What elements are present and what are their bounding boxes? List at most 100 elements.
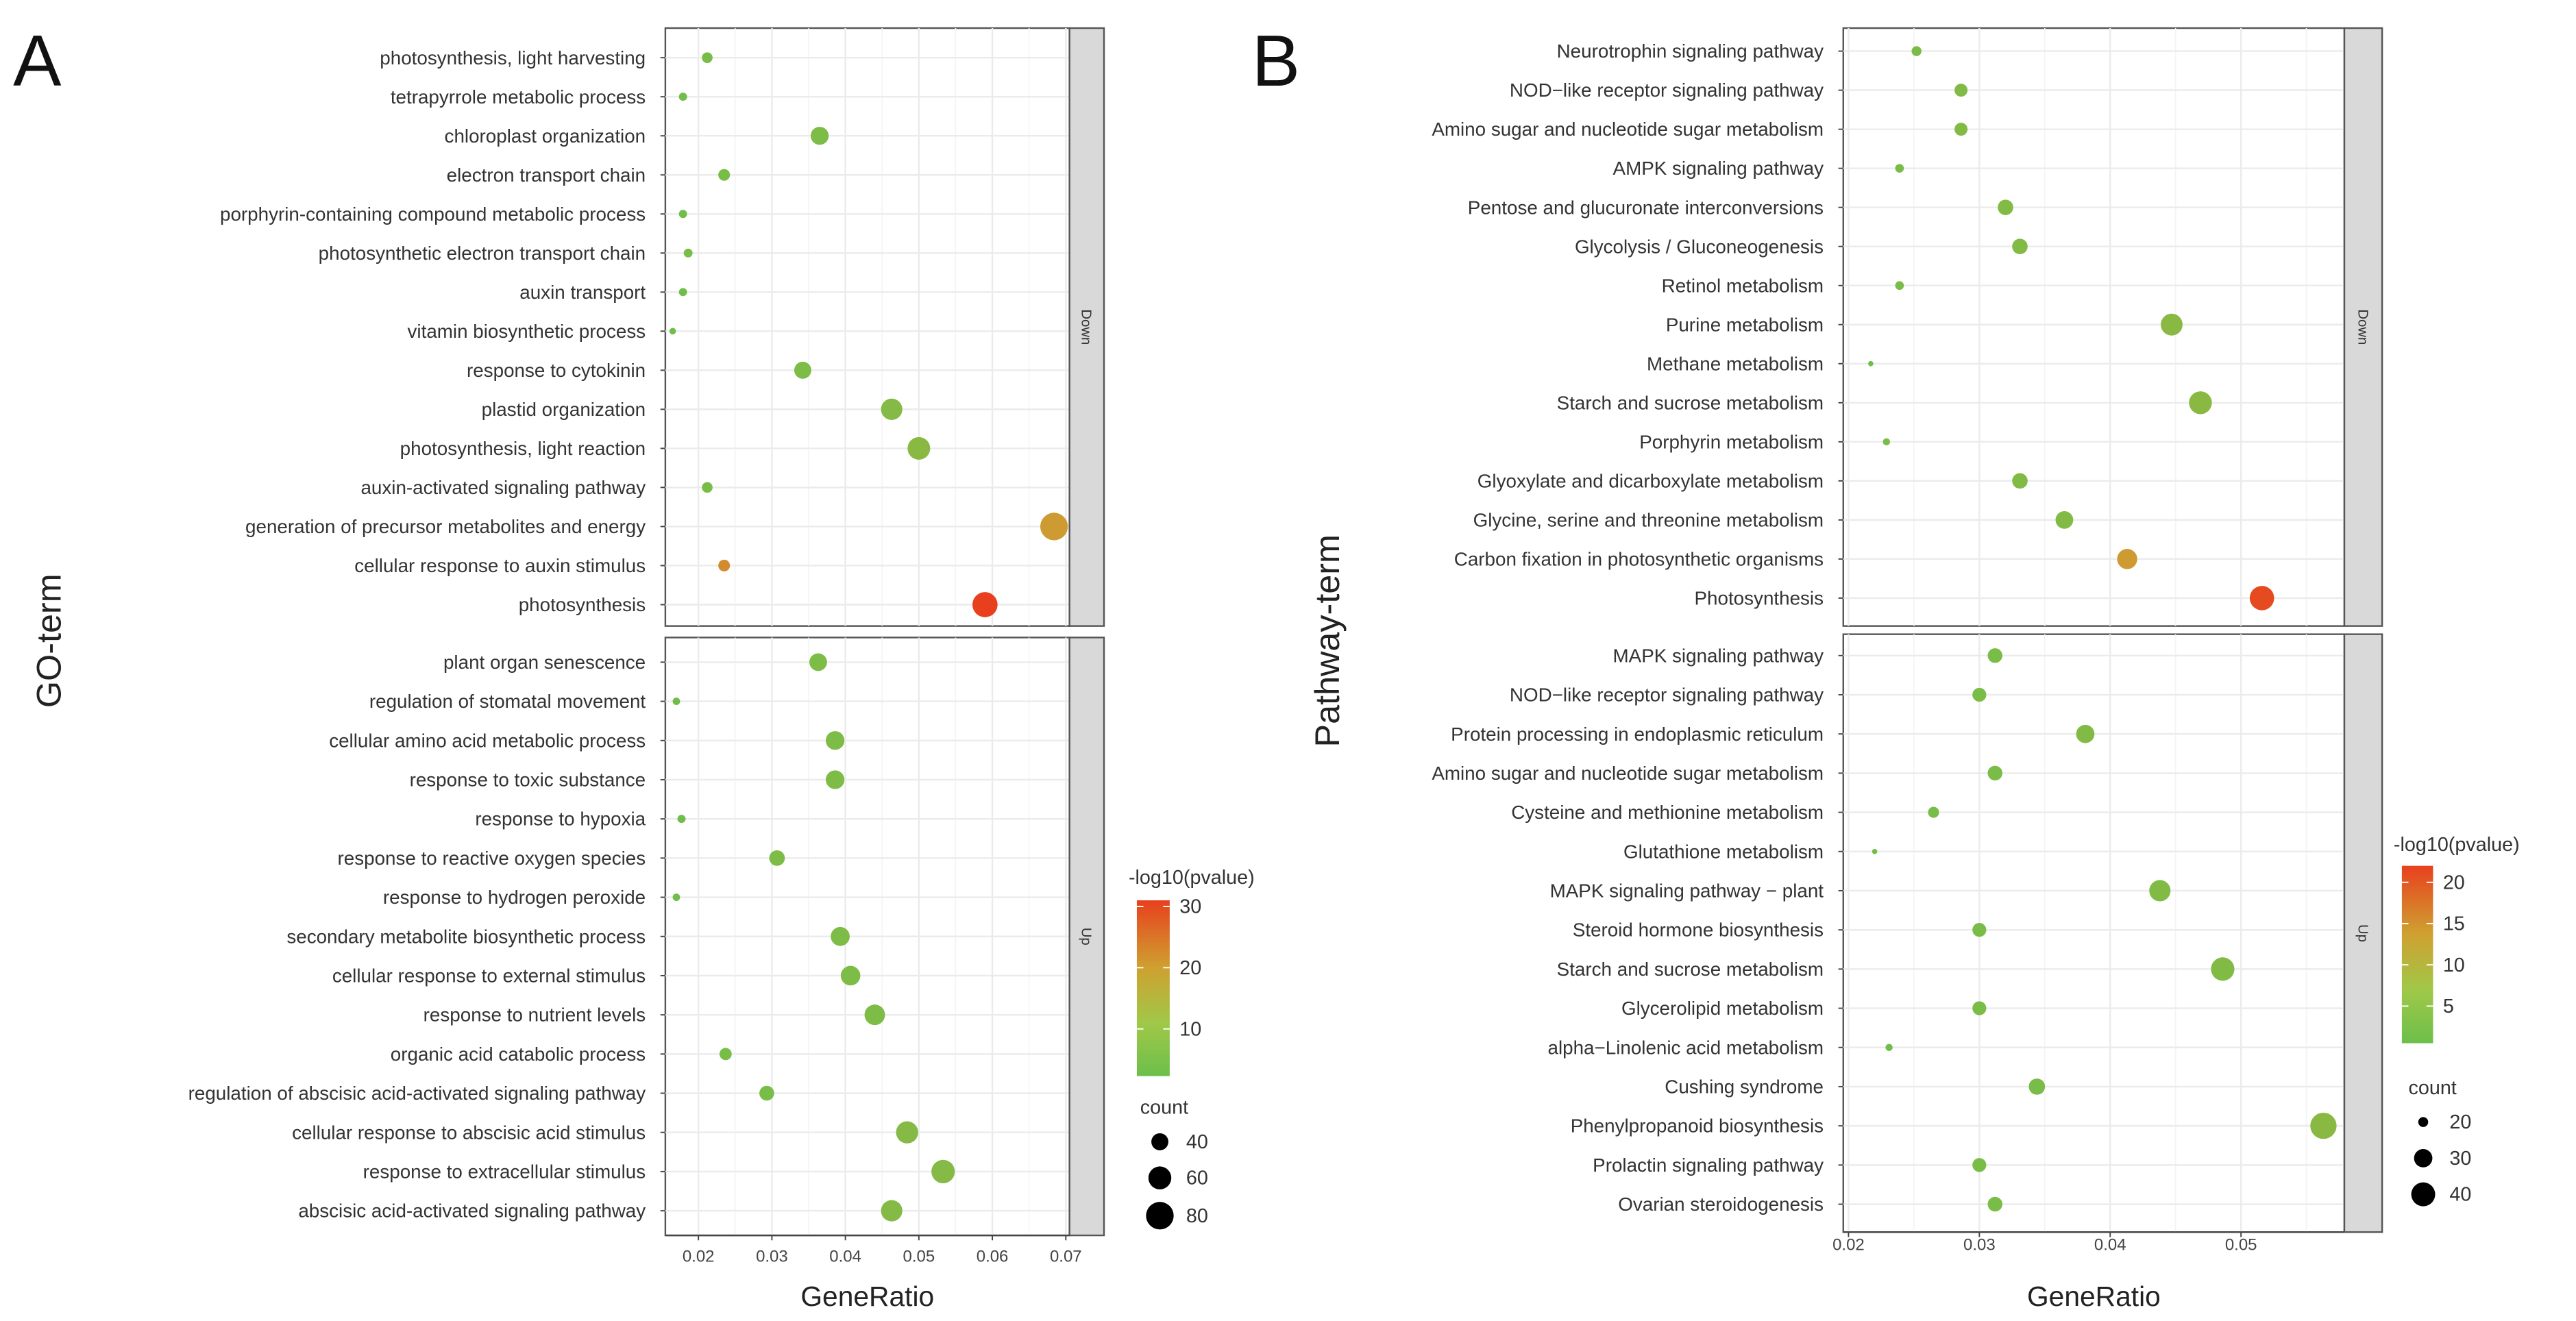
- term-label: photosynthesis, light harvesting: [380, 47, 646, 69]
- term-label: Glutathione metabolism: [1623, 841, 1824, 862]
- term-label: Glyoxylate and dicarboxylate metabolism: [1477, 470, 1824, 491]
- data-point: [2012, 473, 2028, 489]
- data-point: [759, 1085, 774, 1101]
- term-label: photosynthesis, light reaction: [400, 438, 646, 459]
- x-tick-label: 0.02: [683, 1247, 715, 1266]
- term-label: plant organ senescence: [443, 652, 646, 673]
- color-legend-label: 20: [1179, 957, 1201, 979]
- size-legend-title: count: [2408, 1077, 2456, 1099]
- facet-down: photosynthesis, light harvesting tetrapyr…: [220, 27, 1105, 627]
- term-label: response to extracellular stimulus: [363, 1161, 646, 1182]
- data-point: [2211, 957, 2235, 981]
- data-point: [825, 731, 845, 750]
- x-tick-label: 0.02: [1832, 1236, 1865, 1255]
- data-point: [718, 559, 731, 572]
- size-legend-dot: [1148, 1166, 1172, 1189]
- color-legend-bar: [2401, 865, 2433, 1044]
- size-legend-label: 80: [1186, 1205, 1208, 1227]
- size-legend-dot: [1151, 1133, 1168, 1150]
- term-label: Ovarian steroidogenesis: [1618, 1194, 1824, 1215]
- size-legend-label: 30: [2449, 1148, 2471, 1170]
- plot-area: [664, 27, 1070, 627]
- size-legend-dot: [1146, 1202, 1174, 1230]
- data-point: [1987, 1196, 2002, 1212]
- term-label: NOD−like receptor signaling pathway: [1510, 684, 1824, 706]
- data-point: [972, 592, 998, 617]
- term-label: porphyrin-containing compound metabolic …: [220, 203, 646, 225]
- term-label: Starch and sucrose metabolism: [1557, 392, 1824, 413]
- term-label: Amino sugar and nucleotide sugar metabol…: [1432, 119, 1824, 140]
- size-legend-label: 60: [1186, 1168, 1208, 1189]
- color-legend-label: 30: [1179, 896, 1201, 918]
- plot-area: [1842, 27, 2346, 627]
- x-tick-label: 0.03: [756, 1247, 788, 1266]
- x-tick-label: 0.04: [829, 1247, 861, 1266]
- term-label: Cushing syndrome: [1665, 1076, 1824, 1098]
- data-point: [1972, 1158, 1987, 1172]
- data-point: [896, 1121, 918, 1144]
- facet-strip: [1068, 27, 1105, 627]
- data-point: [669, 328, 676, 335]
- data-point: [2076, 724, 2095, 743]
- data-point: [1954, 84, 1968, 97]
- data-point: [2055, 510, 2074, 529]
- term-label: response to cytokinin: [467, 360, 646, 381]
- facet-strip: [1068, 637, 1105, 1237]
- term-label: Amino sugar and nucleotide sugar metabol…: [1432, 763, 1824, 784]
- term-label: Glycolysis / Gluconeogenesis: [1575, 236, 1824, 257]
- x-tick-label: 0.06: [977, 1247, 1009, 1266]
- term-label: Purine metabolism: [1666, 314, 1824, 335]
- term-label: response to hydrogen peroxide: [383, 887, 646, 908]
- facet-strip-label: Down: [2355, 309, 2370, 345]
- data-point: [2149, 880, 2171, 902]
- facet-up: MAPK signaling pathway NOD−like receptor …: [1432, 633, 2383, 1233]
- term-label: abscisic acid-activated signaling pathwa…: [298, 1200, 646, 1222]
- color-legend-label: 10: [2443, 954, 2465, 976]
- data-point: [2028, 1078, 2046, 1095]
- data-point: [718, 169, 731, 181]
- term-label: electron transport chain: [447, 164, 646, 186]
- data-point: [1998, 199, 2013, 215]
- data-point: [1911, 46, 1922, 56]
- term-label: vitamin biosynthetic process: [408, 321, 646, 342]
- size-legend-dot: [2414, 1149, 2433, 1168]
- term-label: Starch and sucrose metabolism: [1557, 959, 1824, 980]
- term-label: Steroid hormone biosynthesis: [1573, 919, 1824, 941]
- x-tick-label: 0.05: [903, 1247, 935, 1266]
- term-label: Prolactin signaling pathway: [1593, 1155, 1824, 1176]
- data-point: [1987, 765, 2002, 781]
- term-label: AMPK signaling pathway: [1613, 158, 1824, 179]
- data-point: [1882, 438, 1891, 446]
- term-label: Glycerolipid metabolism: [1621, 998, 1824, 1019]
- term-label: Retinol metabolism: [1662, 275, 1824, 296]
- data-point: [769, 850, 785, 866]
- x-axis-title: GeneRatio: [2027, 1281, 2161, 1312]
- term-label: Glycine, serine and threonine metabolism: [1473, 509, 1824, 530]
- x-tick-label: 0.05: [2225, 1236, 2257, 1255]
- x-tick-label: 0.03: [1963, 1236, 1996, 1255]
- data-point: [864, 1004, 885, 1026]
- y-axis-title: Pathway-term: [1308, 534, 1347, 747]
- data-point: [1928, 806, 1939, 818]
- data-point: [809, 653, 827, 671]
- data-point: [794, 361, 811, 379]
- term-label: Neurotrophin signaling pathway: [1557, 40, 1824, 62]
- term-label: Protein processing in endoplasmic reticu…: [1451, 724, 1824, 745]
- data-point: [831, 926, 850, 946]
- data-point: [677, 815, 686, 824]
- color-legend-label: 20: [2443, 872, 2465, 893]
- data-point: [840, 965, 861, 986]
- data-point: [931, 1159, 955, 1184]
- term-label: photosynthesis: [519, 594, 646, 615]
- data-point: [2161, 313, 2183, 336]
- term-label: response to hypoxia: [475, 808, 646, 830]
- data-point: [1885, 1044, 1893, 1051]
- x-axis-title: GeneRatio: [800, 1281, 934, 1312]
- term-label: auxin-activated signaling pathway: [360, 477, 646, 498]
- facet-strip: [2343, 633, 2383, 1233]
- size-legend-label: 20: [2449, 1111, 2471, 1133]
- panel-b: B Neurotrophin signaling pathway NOD−like …: [1252, 21, 2520, 1312]
- facet-down: Neurotrophin signaling pathway NOD−like r…: [1432, 27, 2383, 627]
- data-point: [2117, 549, 2137, 569]
